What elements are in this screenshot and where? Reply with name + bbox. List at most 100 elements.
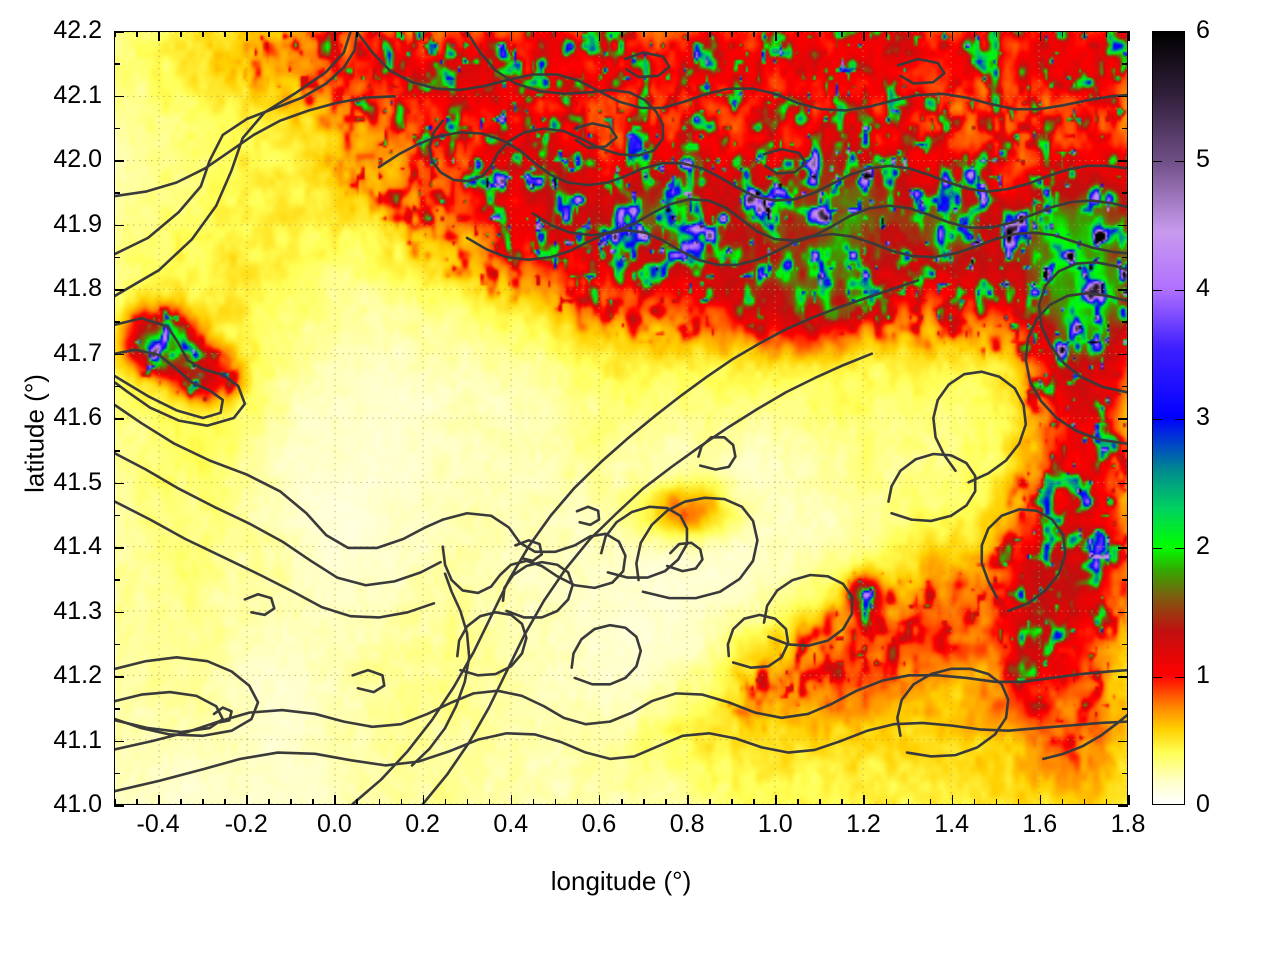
tick-mark [510, 795, 513, 805]
x-tick-label: -0.4 [136, 810, 180, 838]
tick-mark [907, 31, 910, 37]
contour-line [533, 199, 1127, 240]
contour-line [423, 354, 872, 804]
tick-mark [973, 799, 976, 805]
tick-mark [114, 95, 124, 97]
contour-line [115, 453, 441, 585]
tick-mark [797, 31, 799, 37]
colorbar-tick-label: 1 [1196, 661, 1210, 689]
tick-mark [114, 611, 124, 613]
contour-line [897, 669, 1008, 757]
colorbar-tick-label: 3 [1196, 403, 1210, 431]
contour-line [888, 454, 975, 521]
contour-line [601, 507, 687, 578]
tick-mark [158, 795, 160, 805]
contour-line [412, 574, 469, 766]
y-tick-label: 41.9 [53, 209, 102, 238]
tick-mark [841, 31, 843, 37]
contour-line [933, 372, 1025, 483]
tick-mark [1039, 31, 1042, 41]
tick-mark [1122, 192, 1128, 194]
grid-lines [115, 32, 1127, 804]
tick-mark [114, 192, 120, 194]
tick-mark [621, 799, 623, 805]
tick-mark [114, 676, 124, 678]
contour-line [764, 149, 806, 173]
contour-line [636, 498, 757, 598]
tick-mark [1122, 643, 1128, 646]
tick-mark [136, 31, 138, 37]
tick-mark [797, 799, 799, 805]
colorbar-tick [1153, 548, 1162, 549]
contour-line [115, 657, 258, 735]
contour-line [503, 562, 573, 617]
x-tick-label: 1.4 [934, 810, 970, 838]
tick-mark [576, 799, 579, 805]
tick-mark [554, 799, 557, 805]
tick-mark [1105, 31, 1108, 37]
tick-mark [114, 31, 124, 33]
tick-mark [1118, 740, 1128, 742]
colorbar-tick [1175, 548, 1184, 549]
tick-mark [114, 289, 124, 291]
x-tick-label: 1.2 [846, 810, 881, 838]
tick-mark [202, 799, 204, 805]
tick-mark [444, 31, 447, 37]
tick-mark [114, 385, 120, 388]
tick-mark [929, 799, 932, 805]
x-tick-label: 0.8 [669, 810, 705, 838]
contour-line [443, 513, 626, 593]
tick-mark [1118, 676, 1128, 678]
tick-mark [1118, 160, 1128, 162]
map-plot-area[interactable] [114, 31, 1128, 805]
tick-mark [114, 772, 120, 775]
tick-mark [1118, 289, 1128, 291]
tick-mark [1061, 31, 1064, 37]
contour-line [115, 670, 1127, 749]
tick-mark [488, 799, 491, 805]
tick-mark [1017, 31, 1020, 37]
tick-mark [158, 31, 160, 41]
tick-mark [841, 799, 843, 805]
tick-mark [731, 31, 733, 37]
colorbar-gradient [1153, 32, 1184, 804]
tick-mark [709, 799, 711, 805]
tick-mark [114, 63, 120, 65]
contour-line [982, 509, 1066, 611]
contour-line [214, 708, 232, 723]
tick-mark [1118, 805, 1128, 807]
tick-mark [268, 799, 270, 805]
colorbar[interactable] [1152, 31, 1185, 805]
contour-line [115, 722, 1127, 792]
tick-mark [312, 799, 314, 805]
tick-mark [598, 31, 601, 41]
tick-mark [180, 31, 182, 37]
x-tick-label: 0.2 [405, 810, 440, 838]
tick-mark [1122, 514, 1128, 517]
tick-mark [1122, 256, 1128, 259]
tick-mark [532, 31, 535, 37]
tick-mark [114, 450, 120, 452]
contour-line [1039, 262, 1127, 392]
contour-line [515, 540, 541, 561]
tick-mark [312, 31, 314, 37]
contour-line [379, 132, 1127, 200]
colorbar-tick-label: 6 [1196, 16, 1210, 44]
contour-line [115, 502, 434, 618]
colorbar-tick [1175, 161, 1184, 162]
tick-mark [444, 799, 447, 805]
tick-mark [290, 31, 292, 37]
tick-mark [246, 795, 248, 805]
tick-mark [114, 224, 124, 226]
contour-line [1026, 293, 1127, 444]
colorbar-tick [1175, 677, 1184, 678]
x-tick-label: 1.0 [757, 810, 793, 838]
tick-mark [114, 514, 120, 517]
tick-mark [665, 31, 667, 37]
tick-mark [819, 799, 821, 805]
tick-mark [951, 795, 954, 805]
y-axis-title: latitude (°) [19, 374, 50, 493]
tick-mark [951, 31, 954, 41]
tick-mark [356, 799, 358, 805]
